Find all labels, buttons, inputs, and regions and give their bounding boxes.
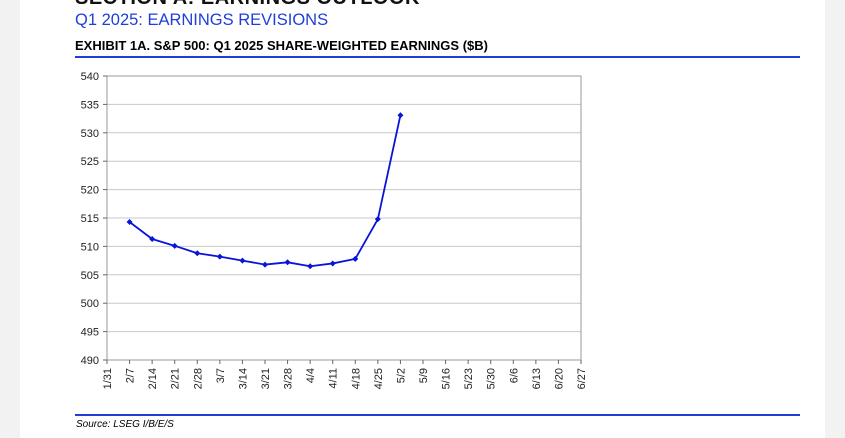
x-tick-label: 4/11 [328, 368, 340, 389]
data-point [194, 250, 201, 257]
series-line [129, 115, 402, 268]
y-tick-label: 495 [81, 327, 99, 339]
x-tick-label: 4/25 [373, 368, 385, 389]
x-tick-label: 2/21 [170, 368, 182, 389]
data-point [262, 261, 268, 268]
x-tick-label: 4/18 [350, 368, 362, 389]
data-point [171, 242, 178, 249]
x-tick-label: 5/23 [463, 368, 475, 389]
exhibit-title: EXHIBIT 1A. S&P 500: Q1 2025 SHARE-WEIGH… [75, 38, 488, 53]
y-tick-label: 505 [81, 270, 99, 282]
x-tick-label: 3/14 [237, 368, 249, 389]
footer-rule [75, 414, 800, 416]
x-tick-label: 5/30 [486, 368, 498, 389]
data-point [126, 218, 133, 225]
earnings-line-chart: 490 495 500 505 510 515 520 525 530 535 540 1/31 2/… [81, 71, 588, 389]
x-tick-label: 6/6 [508, 368, 520, 383]
x-tick-label: 6/13 [531, 368, 543, 389]
data-point [149, 236, 156, 243]
data-point [284, 259, 291, 266]
gridlines [107, 75, 581, 361]
x-tick-label: 1/31 [102, 368, 114, 389]
source-note: Source: LSEG I/B/E/S [76, 419, 174, 430]
x-tick-label: 3/7 [215, 368, 227, 383]
x-axis: 1/31 2/7 2/14 2/21 2/28 3/7 3/14 3/21 3/28 4/4 4/1… [102, 360, 588, 389]
series-group [126, 112, 404, 270]
x-tick-label: 2/7 [125, 368, 137, 383]
x-tick-label: 2/28 [192, 368, 204, 389]
data-point [216, 253, 223, 260]
y-tick-label: 515 [81, 213, 99, 225]
y-tick-label: 525 [81, 156, 99, 168]
x-tick-label: 2/14 [147, 368, 159, 389]
data-point [352, 255, 359, 262]
x-tick-label: 4/4 [305, 368, 317, 383]
title-rule [75, 56, 800, 58]
x-tick-label: 6/27 [576, 368, 588, 389]
data-point [374, 216, 381, 223]
y-tick-label: 490 [81, 355, 99, 367]
section-heading-cut: SECTION A: EARNINGS OUTLOOK [75, 0, 420, 10]
y-axis: 490 495 500 505 510 515 520 525 530 535 540 [81, 71, 107, 367]
x-tick-label: 5/16 [441, 368, 453, 389]
data-point [307, 263, 314, 270]
data-point [397, 112, 404, 119]
x-tick-label: 6/20 [553, 368, 565, 389]
x-tick-label: 3/28 [283, 368, 295, 389]
y-tick-label: 540 [81, 71, 99, 83]
y-tick-label: 530 [81, 128, 99, 140]
x-tick-label: 5/9 [418, 368, 430, 383]
x-tick-label: 3/21 [260, 368, 272, 389]
y-tick-label: 535 [81, 99, 99, 111]
y-tick-label: 520 [81, 185, 99, 197]
data-point [239, 257, 246, 264]
report-page: SECTION A: EARNINGS OUTLOOK Q1 2025: EAR… [20, 0, 825, 438]
y-tick-label: 510 [81, 241, 99, 253]
section-title: Q1 2025: EARNINGS REVISIONS [75, 11, 329, 29]
y-tick-label: 500 [81, 298, 99, 310]
data-point [329, 260, 336, 267]
x-tick-label: 5/2 [395, 368, 407, 383]
